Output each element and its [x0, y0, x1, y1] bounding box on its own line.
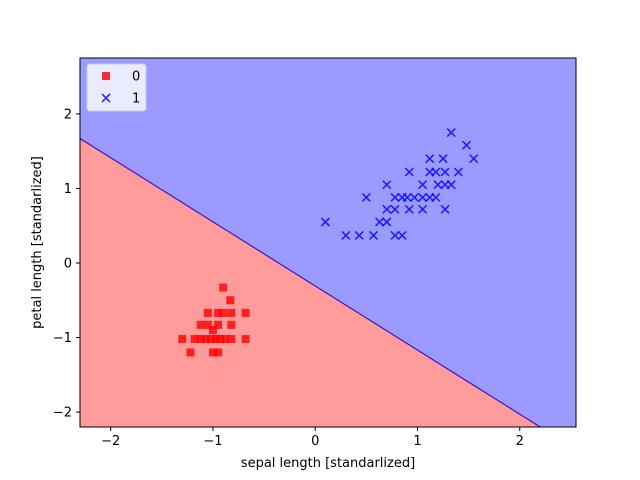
data-point-class-1	[446, 127, 456, 138]
data-point-class-0	[221, 335, 230, 344]
decision-regions	[80, 58, 576, 427]
legend-box	[86, 63, 147, 112]
x-tick-label: 2	[516, 434, 524, 449]
data-point-class-0	[214, 348, 223, 357]
data-point-class-1	[341, 230, 351, 240]
data-point-class-1	[375, 217, 385, 227]
data-point-class-1	[368, 230, 379, 240]
data-point-class-1	[446, 180, 456, 190]
data-point-class-0	[241, 308, 250, 317]
data-point-class-1	[462, 140, 472, 150]
y-tick-label: 0	[64, 257, 72, 272]
data-point-class-1	[390, 230, 400, 240]
data-point-class-0	[219, 308, 228, 317]
data-point-class-0	[196, 320, 205, 329]
y-tick-label: 1	[64, 182, 72, 197]
legend: 01	[86, 63, 147, 112]
data-point-class-1	[382, 204, 392, 214]
x-tick-label: 1	[413, 434, 421, 449]
data-point-class-0	[219, 283, 228, 292]
data-markers	[178, 127, 479, 357]
data-point-class-1	[425, 154, 435, 164]
data-point-class-0	[203, 308, 212, 317]
data-point-class-1	[438, 154, 448, 164]
data-point-class-1	[418, 180, 428, 190]
y-axis-ticks: −2 −1 0 1 2	[53, 107, 80, 421]
data-point-class-0	[208, 348, 217, 357]
data-point-class-1	[453, 167, 463, 177]
data-point-class-0	[201, 335, 210, 344]
data-point-class-0	[212, 335, 221, 344]
data-point-class-0	[186, 348, 195, 357]
legend-marker-class-1	[101, 93, 111, 103]
data-point-class-1	[469, 154, 479, 164]
data-point-class-1	[382, 217, 392, 227]
data-point-class-1	[354, 230, 364, 240]
region-class-1	[80, 58, 576, 427]
data-point-class-1	[440, 204, 450, 214]
data-point-class-1	[361, 192, 371, 202]
legend-label: 1	[132, 92, 140, 107]
data-point-class-1	[404, 167, 414, 177]
data-point-class-0	[227, 335, 236, 344]
data-point-class-0	[178, 335, 187, 344]
data-point-class-1	[320, 217, 331, 227]
x-tick-label: −2	[101, 434, 120, 449]
plot-frame	[79, 57, 577, 428]
data-point-class-1	[382, 180, 392, 190]
y-tick-label: −1	[53, 331, 72, 346]
y-axis-label: petal length [standarlized]	[30, 156, 45, 329]
data-point-class-0	[196, 335, 205, 344]
data-point-class-0	[208, 326, 217, 335]
data-point-class-0	[216, 335, 225, 344]
x-axis-label: sepal length [standarlized]	[241, 456, 415, 471]
data-point-class-0	[227, 320, 236, 329]
data-point-class-1	[418, 204, 428, 214]
x-tick-label: −1	[203, 434, 222, 449]
data-point-class-0	[241, 335, 250, 344]
data-point-class-0	[190, 335, 199, 344]
data-point-class-1	[431, 167, 441, 177]
data-point-class-1	[409, 192, 419, 202]
data-point-class-1	[418, 192, 428, 202]
data-point-class-1	[402, 192, 412, 202]
data-point-class-1	[404, 204, 414, 214]
data-point-class-0	[214, 308, 223, 317]
y-tick-label: −2	[53, 406, 72, 421]
y-tick-label: 2	[64, 107, 72, 122]
legend-marker-class-0	[102, 72, 110, 80]
x-axis-ticks: −2 −1 0 1 2	[101, 427, 524, 449]
data-point-class-1	[390, 204, 400, 214]
data-point-class-1	[397, 230, 407, 240]
data-point-class-1	[390, 192, 400, 202]
data-point-class-0	[203, 320, 212, 329]
data-point-class-0	[227, 308, 236, 317]
data-point-class-1	[433, 180, 443, 190]
data-point-class-0	[206, 335, 215, 344]
data-point-class-1	[431, 192, 441, 202]
data-point-class-0	[226, 296, 235, 305]
decision-boundary-line	[80, 138, 541, 427]
x-tick-label: 0	[311, 434, 319, 449]
data-point-class-1	[440, 167, 450, 177]
legend-label: 0	[132, 70, 140, 85]
data-point-class-0	[214, 320, 223, 329]
